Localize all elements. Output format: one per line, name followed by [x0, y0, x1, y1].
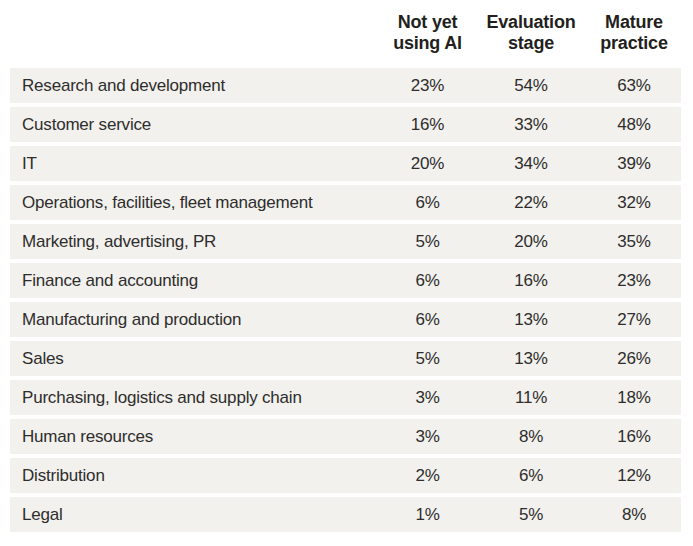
cell-mature-practice: 48% [587, 115, 681, 135]
cell-not-yet-using-ai: 3% [380, 427, 475, 447]
row-label: Purchasing, logistics and supply chain [10, 388, 380, 408]
table-row: Human resources 3% 8% 16% [10, 419, 681, 454]
table-row: IT 20% 34% 39% [10, 146, 681, 181]
cell-not-yet-using-ai: 20% [380, 154, 475, 174]
cell-not-yet-using-ai: 3% [380, 388, 475, 408]
table-row: Customer service 16% 33% 48% [10, 107, 681, 142]
column-header-line: stage [475, 33, 587, 54]
row-label: Finance and accounting [10, 271, 380, 291]
table-row: Legal 1% 5% 8% [10, 497, 681, 532]
cell-evaluation-stage: 34% [475, 154, 587, 174]
cell-mature-practice: 12% [587, 466, 681, 486]
cell-evaluation-stage: 33% [475, 115, 587, 135]
cell-evaluation-stage: 20% [475, 232, 587, 252]
table-row: Research and development 23% 54% 63% [10, 68, 681, 103]
cell-evaluation-stage: 6% [475, 466, 587, 486]
row-label: Operations, facilities, fleet management [10, 193, 380, 213]
cell-not-yet-using-ai: 23% [380, 76, 475, 96]
cell-not-yet-using-ai: 6% [380, 271, 475, 291]
row-label: Sales [10, 349, 380, 369]
table-row: Distribution 2% 6% 12% [10, 458, 681, 493]
cell-evaluation-stage: 13% [475, 310, 587, 330]
column-header-not-yet-using-ai: Not yet using AI [380, 12, 475, 54]
cell-evaluation-stage: 11% [475, 388, 587, 408]
cell-evaluation-stage: 8% [475, 427, 587, 447]
cell-mature-practice: 35% [587, 232, 681, 252]
column-header-line: Not yet [380, 12, 475, 33]
column-header-mature-practice: Mature practice [587, 12, 681, 54]
row-label: Manufacturing and production [10, 310, 380, 330]
column-header-line: using AI [380, 33, 475, 54]
row-label: Marketing, advertising, PR [10, 232, 380, 252]
table-row: Finance and accounting 6% 16% 23% [10, 263, 681, 298]
row-label: IT [10, 154, 380, 174]
table-row: Manufacturing and production 6% 13% 27% [10, 302, 681, 337]
cell-not-yet-using-ai: 6% [380, 193, 475, 213]
table-row: Operations, facilities, fleet management… [10, 185, 681, 220]
cell-not-yet-using-ai: 5% [380, 349, 475, 369]
cell-evaluation-stage: 5% [475, 505, 587, 525]
cell-mature-practice: 26% [587, 349, 681, 369]
cell-mature-practice: 23% [587, 271, 681, 291]
row-label: Research and development [10, 76, 380, 96]
cell-mature-practice: 8% [587, 505, 681, 525]
table-row: Purchasing, logistics and supply chain 3… [10, 380, 681, 415]
table-header: Not yet using AI Evaluation stage Mature… [10, 12, 681, 54]
cell-mature-practice: 63% [587, 76, 681, 96]
row-label: Human resources [10, 427, 380, 447]
cell-not-yet-using-ai: 16% [380, 115, 475, 135]
cell-mature-practice: 39% [587, 154, 681, 174]
ai-adoption-table: Not yet using AI Evaluation stage Mature… [0, 0, 693, 532]
cell-evaluation-stage: 13% [475, 349, 587, 369]
cell-evaluation-stage: 16% [475, 271, 587, 291]
cell-evaluation-stage: 54% [475, 76, 587, 96]
cell-not-yet-using-ai: 5% [380, 232, 475, 252]
row-label: Legal [10, 505, 380, 525]
cell-not-yet-using-ai: 2% [380, 466, 475, 486]
cell-not-yet-using-ai: 1% [380, 505, 475, 525]
cell-mature-practice: 27% [587, 310, 681, 330]
cell-mature-practice: 18% [587, 388, 681, 408]
cell-evaluation-stage: 22% [475, 193, 587, 213]
table-row: Sales 5% 13% 26% [10, 341, 681, 376]
column-header-evaluation-stage: Evaluation stage [475, 12, 587, 54]
table-row: Marketing, advertising, PR 5% 20% 35% [10, 224, 681, 259]
column-header-line: Mature [587, 12, 681, 33]
cell-mature-practice: 16% [587, 427, 681, 447]
cell-not-yet-using-ai: 6% [380, 310, 475, 330]
cell-mature-practice: 32% [587, 193, 681, 213]
row-label: Customer service [10, 115, 380, 135]
column-header-line: practice [587, 33, 681, 54]
row-label: Distribution [10, 466, 380, 486]
column-header-line: Evaluation [475, 12, 587, 33]
